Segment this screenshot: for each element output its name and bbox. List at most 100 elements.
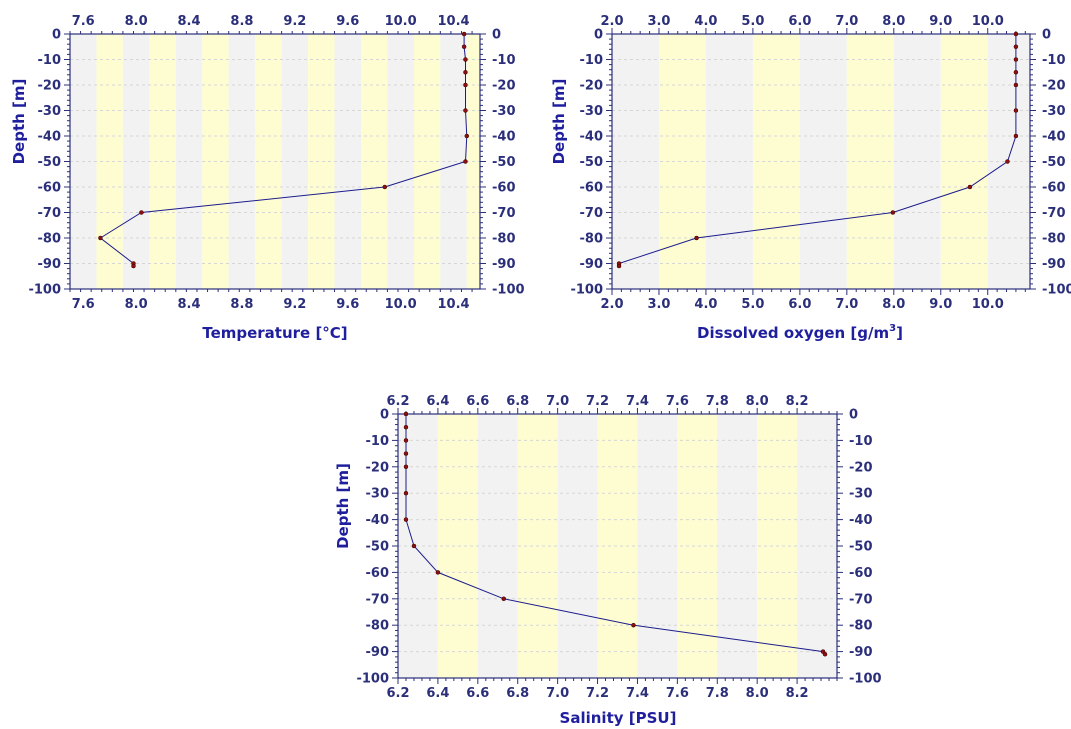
y-tick-label-left: -20 [366, 460, 390, 475]
x-tick-label-top: 8.4 [178, 14, 201, 29]
data-point [463, 108, 468, 113]
x-tick-label-top: 10.4 [438, 14, 470, 29]
x-tick-label-top: 4.0 [694, 14, 717, 29]
x-tick-label-top: 3.0 [647, 14, 670, 29]
y-tick-label-right: -20 [492, 79, 516, 94]
x-tick-label-bottom: 8.0 [882, 297, 905, 312]
x-axis-title: Salinity [PSU] [560, 709, 677, 727]
x-tick-label-bottom: 6.2 [386, 686, 409, 701]
y-tick-label-right: -70 [1042, 206, 1066, 221]
y-axis-title: Depth [m] [10, 79, 28, 165]
data-point [139, 210, 144, 215]
x-tick-label-top: 9.0 [929, 14, 952, 29]
data-point [967, 184, 973, 190]
data-point [1013, 44, 1019, 49]
y-tick-label-left: -50 [38, 155, 62, 170]
y-axis-title: Depth [m] [550, 79, 568, 165]
y-tick-label-right: -70 [492, 206, 516, 221]
x-tick-label-bottom: 8.0 [746, 686, 769, 701]
y-tick-label-right: 0 [492, 28, 501, 43]
y-tick-label-left: -20 [38, 79, 62, 94]
y-tick-label-right: -20 [849, 460, 873, 475]
y-tick-label-left: -20 [580, 79, 604, 94]
x-tick-label-bottom: 7.6 [666, 686, 689, 701]
y-tick-label-right: 0 [849, 408, 858, 423]
x-tick-label-top: 6.6 [466, 394, 489, 409]
y-tick-label-right: -40 [492, 130, 516, 145]
x-tick-label-bottom: 7.6 [72, 297, 95, 312]
x-tick-label-bottom: 10.4 [438, 297, 470, 312]
data-point [382, 184, 388, 190]
data-point [1013, 82, 1019, 88]
y-tick-label-right: -70 [849, 592, 873, 607]
x-tick-label-top: 8.0 [125, 14, 148, 29]
y-tick-label-right: -60 [492, 181, 516, 196]
y-tick-label-left: -80 [580, 232, 604, 247]
x-tick-label-top: 9.6 [336, 14, 359, 29]
y-tick-label-left: -70 [366, 592, 390, 607]
y-tick-label-right: -60 [1042, 181, 1066, 196]
y-tick-label-right: -90 [1042, 257, 1066, 272]
temperature-chart-svg: 0 0 -10 -10 -20 -20 -30 -30 -40 -40 -50 -50 -60 -60 -7… [10, 14, 525, 342]
x-tick-label-top: 2.0 [600, 14, 623, 29]
data-point [435, 570, 441, 575]
x-axis-title: Temperature [°C] [202, 324, 347, 342]
x-tick-label-bottom: 7.0 [546, 686, 569, 701]
data-point [403, 464, 409, 470]
x-tick-label-bottom: 8.0 [125, 297, 148, 312]
y-tick-label-right: -80 [492, 232, 516, 247]
y-tick-label-left: -60 [580, 181, 604, 196]
x-tick-label-top: 5.0 [741, 14, 764, 29]
data-point [403, 490, 409, 496]
x-tick-label-top: 8.0 [746, 394, 769, 409]
y-tick-label-right: -40 [849, 513, 873, 528]
x-tick-label-top: 9.2 [283, 14, 306, 29]
data-point [403, 411, 409, 417]
y-tick-label-right: -20 [1042, 79, 1066, 94]
y-tick-label-left: -40 [38, 130, 62, 145]
x-tick-label-bottom: 6.4 [426, 686, 449, 701]
temperature-profile-chart: 0 0 -10 -10 -20 -20 -30 -30 -40 -40 -50 -50 -60 -60 -7… [0, 0, 525, 345]
x-tick-label-bottom: 9.0 [929, 297, 952, 312]
dissolved-oxygen-profile-chart: 0 0 -10 -10 -20 -20 -30 -30 -40 -40 -50 -50 -60 -60 -7… [540, 0, 1071, 345]
y-tick-label-left: 0 [380, 408, 389, 423]
data-point [616, 263, 622, 269]
data-point [1013, 57, 1019, 62]
x-tick-label-top: 8.0 [882, 14, 905, 29]
y-tick-label-left: -30 [38, 104, 62, 119]
y-tick-label-left: -10 [38, 53, 62, 68]
y-tick-label-left: 0 [52, 28, 61, 43]
y-tick-label-left: -40 [366, 513, 390, 528]
y-tick-label-left: -90 [366, 645, 390, 660]
salinity-profile-chart: 0 0 -10 -10 -20 -20 -30 -30 -40 -40 -50 -50 -60 -60 -7… [320, 382, 882, 729]
x-tick-label-bottom: 7.2 [586, 686, 609, 701]
oxygen-chart-svg: 0 0 -10 -10 -20 -20 -30 -30 -40 -40 -50 -50 -60 -60 -7… [550, 14, 1071, 342]
data-point [98, 235, 103, 241]
x-tick-label-top: 7.0 [835, 14, 858, 29]
data-point [461, 44, 467, 49]
x-tick-label-bottom: 7.4 [626, 686, 649, 701]
x-axis-title: Dissolved oxygen [g/m3] [697, 323, 903, 342]
y-tick-label-right: -50 [1042, 155, 1066, 170]
y-tick-label-left: -60 [366, 566, 390, 581]
y-tick-label-left: -100 [356, 672, 389, 687]
data-point [403, 438, 409, 443]
data-point [1013, 108, 1019, 113]
x-tick-label-bottom: 8.2 [786, 686, 809, 701]
data-point [631, 622, 636, 628]
x-tick-label-bottom: 2.0 [600, 297, 623, 312]
x-tick-label-bottom: 6.0 [788, 297, 811, 312]
y-tick-label-left: 0 [594, 28, 603, 43]
x-tick-label-top: 10.0 [385, 14, 417, 29]
y-tick-label-right: -10 [1042, 53, 1066, 68]
x-tick-label-top: 8.8 [230, 14, 253, 29]
x-tick-label-bottom: 10.0 [972, 297, 1004, 312]
x-tick-label-bottom: 6.8 [506, 686, 529, 701]
x-tick-label-top: 6.2 [386, 394, 409, 409]
x-tick-label-top: 6.4 [426, 394, 449, 409]
x-tick-label-bottom: 8.4 [178, 297, 201, 312]
x-tick-label-top: 7.2 [586, 394, 609, 409]
x-tick-label-bottom: 10.0 [385, 297, 417, 312]
y-tick-label-right: -80 [1042, 232, 1066, 247]
data-point [463, 70, 468, 75]
